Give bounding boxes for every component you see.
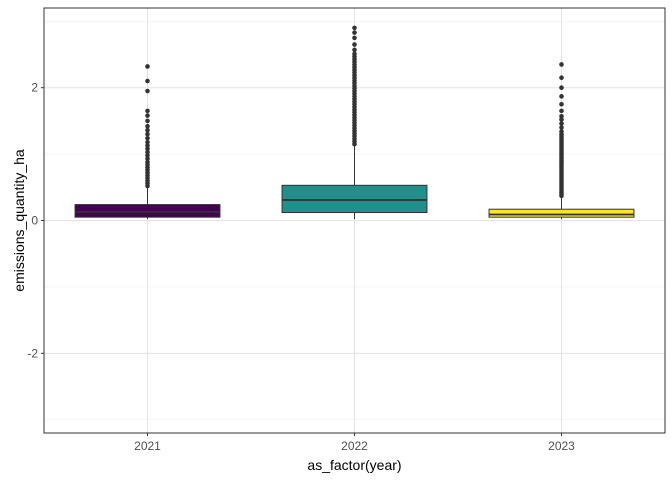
boxes-layer [74, 25, 635, 220]
outlier-point [352, 25, 357, 31]
outlier-point [145, 143, 150, 148]
axis-ticks: -2 0 2 2021 2022 2023 [27, 81, 575, 453]
y-tick-label: 2 [31, 81, 38, 95]
outlier-point [559, 113, 564, 119]
outlier-point [145, 127, 150, 133]
outlier-point [352, 51, 357, 57]
outlier-point [559, 101, 564, 107]
outlier-point [352, 35, 357, 41]
box-body [74, 204, 221, 218]
outlier-point [145, 135, 150, 141]
outlier-point [145, 113, 150, 118]
y-axis-title: emissions_quantity_ha [11, 149, 27, 292]
outlier-point [559, 117, 564, 122]
box-body [281, 184, 428, 214]
x-tick-label: 2022 [341, 439, 368, 453]
outlier-point [145, 88, 150, 94]
outlier-point [559, 108, 564, 114]
outlier-point [559, 125, 564, 130]
x-tick-label: 2021 [134, 439, 161, 453]
outlier-point [145, 123, 150, 129]
outlier-point [559, 121, 564, 126]
outlier-point [559, 85, 564, 90]
outlier-point [352, 47, 357, 53]
outlier-point [145, 64, 150, 69]
box-2023 [488, 62, 635, 220]
outlier-point [145, 153, 150, 158]
outlier-point [352, 42, 357, 47]
outlier-point [145, 108, 150, 114]
outlier-point [352, 30, 357, 35]
y-tick-label: 0 [31, 214, 38, 228]
outlier-point [145, 156, 150, 162]
outlier-point [559, 94, 564, 99]
outlier-point [145, 159, 150, 165]
box-body [488, 208, 635, 218]
outlier-point [145, 149, 150, 155]
outlier-point [559, 129, 564, 134]
outlier-point [145, 78, 150, 84]
y-tick-label: -2 [27, 346, 38, 360]
outlier-point [559, 75, 564, 81]
outlier-point [145, 146, 150, 152]
outlier-point [145, 131, 150, 137]
outlier-point [145, 139, 150, 145]
outlier-point [559, 62, 564, 67]
x-tick-label: 2023 [548, 439, 575, 453]
box-2022 [281, 25, 428, 220]
x-axis-title: as_factor(year) [307, 457, 401, 473]
outlier-point [145, 118, 150, 124]
box-2021 [74, 64, 221, 220]
